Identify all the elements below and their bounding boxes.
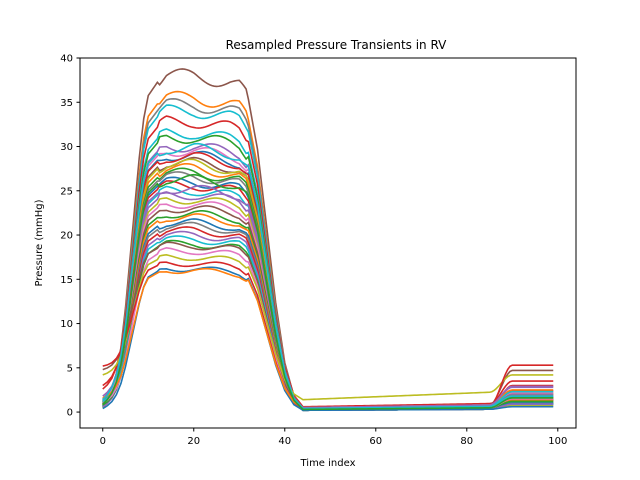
chart-title: Resampled Pressure Transients in RV — [226, 38, 448, 52]
y-tick-label: 40 — [60, 54, 73, 65]
x-tick-label: 40 — [278, 436, 291, 447]
series-line — [102, 142, 554, 410]
y-tick-label: 25 — [60, 186, 73, 197]
y-tick-label: 15 — [60, 275, 73, 286]
plot-frame — [79, 57, 577, 429]
y-tick-label: 10 — [60, 319, 73, 330]
plot-lines — [102, 68, 554, 412]
x-tick-label: 20 — [187, 436, 200, 447]
y-tick-label: 30 — [60, 142, 73, 153]
series-line — [102, 266, 554, 412]
series-line — [102, 115, 554, 408]
y-tick-label: 0 — [67, 408, 73, 419]
series-line — [102, 184, 554, 409]
series-line — [102, 254, 554, 401]
y-tick-label: 5 — [67, 363, 73, 374]
y-axis: 0 5 10 15 20 25 30 35 40 — [60, 54, 80, 419]
y-axis-label: Pressure (mmHg) — [34, 199, 45, 286]
x-tick-label: 60 — [369, 436, 382, 447]
x-tick-label: 80 — [460, 436, 473, 447]
y-tick-label: 35 — [60, 98, 73, 109]
series-line — [102, 173, 554, 411]
x-tick-label: 100 — [548, 436, 567, 447]
x-tick-label: 0 — [100, 436, 106, 447]
x-axis: 0 20 40 60 80 100 — [100, 428, 567, 447]
y-tick-label: 20 — [60, 231, 73, 242]
x-axis-label: Time index — [299, 458, 355, 469]
